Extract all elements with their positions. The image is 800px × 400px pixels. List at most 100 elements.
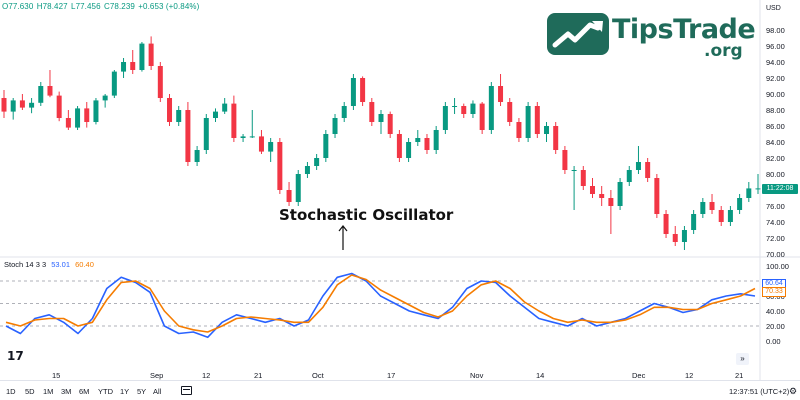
candle [231,95,237,142]
candle [65,110,71,130]
candle-body [544,126,550,134]
candle-body [442,106,448,130]
candle-body [38,86,44,103]
candle-body [681,230,687,242]
candle [350,74,356,110]
candle [488,82,494,134]
candle [507,98,513,126]
candle-body [525,106,531,138]
candle [286,182,292,206]
candle [709,194,715,214]
candle [121,58,127,78]
candle-body [10,100,16,112]
candle [525,102,531,142]
stoch-legend[interactable]: Stoch 14 3 3 53.01 60.40 [4,260,94,269]
candle-body [19,100,25,108]
candle-body [65,118,71,128]
candle [498,74,504,106]
candle-body [148,43,154,66]
candle-body [406,142,412,158]
candle [222,98,228,114]
candle [433,126,439,154]
candle-body [452,106,458,107]
stoch-axis-label: 40.00 [766,306,785,316]
candle-body [378,114,384,122]
candle-body [277,142,283,190]
candle-body [323,134,329,158]
price-axis-label: 94.00 [766,57,785,67]
chart-trend-icon [547,13,609,55]
time-axis-label: Nov [470,371,484,380]
ohlc-low: L77.456 [71,2,101,11]
candle-body [249,136,255,138]
candle-body [203,118,209,150]
candle [663,210,669,238]
price-axis-label: 90.00 [766,89,785,99]
candle-body [488,86,494,130]
candle-body [93,100,99,122]
range-button-5y[interactable]: 5Y [137,387,147,396]
candle-body [727,210,733,222]
stoch-axis-label: 20.00 [766,321,785,331]
candle [691,210,697,234]
candle [102,94,108,108]
candle-body [755,188,761,190]
candle [93,98,99,125]
candle [157,62,163,102]
range-button-ytd[interactable]: YTD [98,387,113,396]
currency-label[interactable]: USD [766,5,781,12]
clock-readout[interactable]: 12:37:51 (UTC+2) [729,387,790,396]
candle-body [286,190,292,202]
calendar-icon[interactable] [181,386,192,395]
candle-body [672,234,678,242]
candle-body [29,102,35,108]
candle [562,146,568,174]
tradingview-logo[interactable]: 17 [7,349,24,363]
candle-body [498,86,504,102]
candle-body [369,102,375,122]
candle-body [56,95,62,118]
range-button-1y[interactable]: 1Y [120,387,130,396]
range-button-1m[interactable]: 1M [43,387,54,396]
candle-body [84,108,90,122]
candle [672,226,678,246]
candle [580,166,586,190]
time-axis-label: 15 [52,371,61,380]
candle [277,138,283,194]
candle-body [387,114,393,134]
range-button-1d[interactable]: 1D [6,387,16,396]
candle [240,134,246,142]
candle-body [746,188,752,198]
scroll-right-button[interactable]: » [736,353,749,365]
candle [635,146,641,174]
settings-icon[interactable]: ⚙ [789,386,798,396]
range-button-3m[interactable]: 3M [61,387,72,396]
candle [268,138,274,162]
candle-body [709,202,715,210]
candle [479,102,485,134]
price-axis-label: 88.00 [766,105,785,115]
price-axis-label: 80.00 [766,169,785,179]
bottom-toolbar: 1D 5D 1M 3M 6M YTD 1Y 5Y All 12:37:51 (UTC+2) ⚙ [0,380,800,400]
time-axis-label: 21 [735,371,744,380]
candle-body [562,150,568,170]
candle-body [396,134,402,158]
candle-body [341,106,347,118]
range-button-6m[interactable]: 6M [79,387,90,396]
stoch-name: Stoch 14 3 3 [4,260,47,269]
range-button-all[interactable]: All [153,387,162,396]
candle [212,108,218,122]
range-button-5d[interactable]: 5D [25,387,35,396]
candle-body [350,78,356,106]
candle [645,158,651,182]
candle-body [599,194,605,198]
candle [461,103,467,118]
candle [47,70,53,98]
candle [194,146,200,166]
candle-body [608,198,614,206]
candle-body [718,210,724,222]
candle [599,186,605,206]
time-axis-label: 14 [536,371,545,380]
time-axis-label: Dec [632,371,646,380]
